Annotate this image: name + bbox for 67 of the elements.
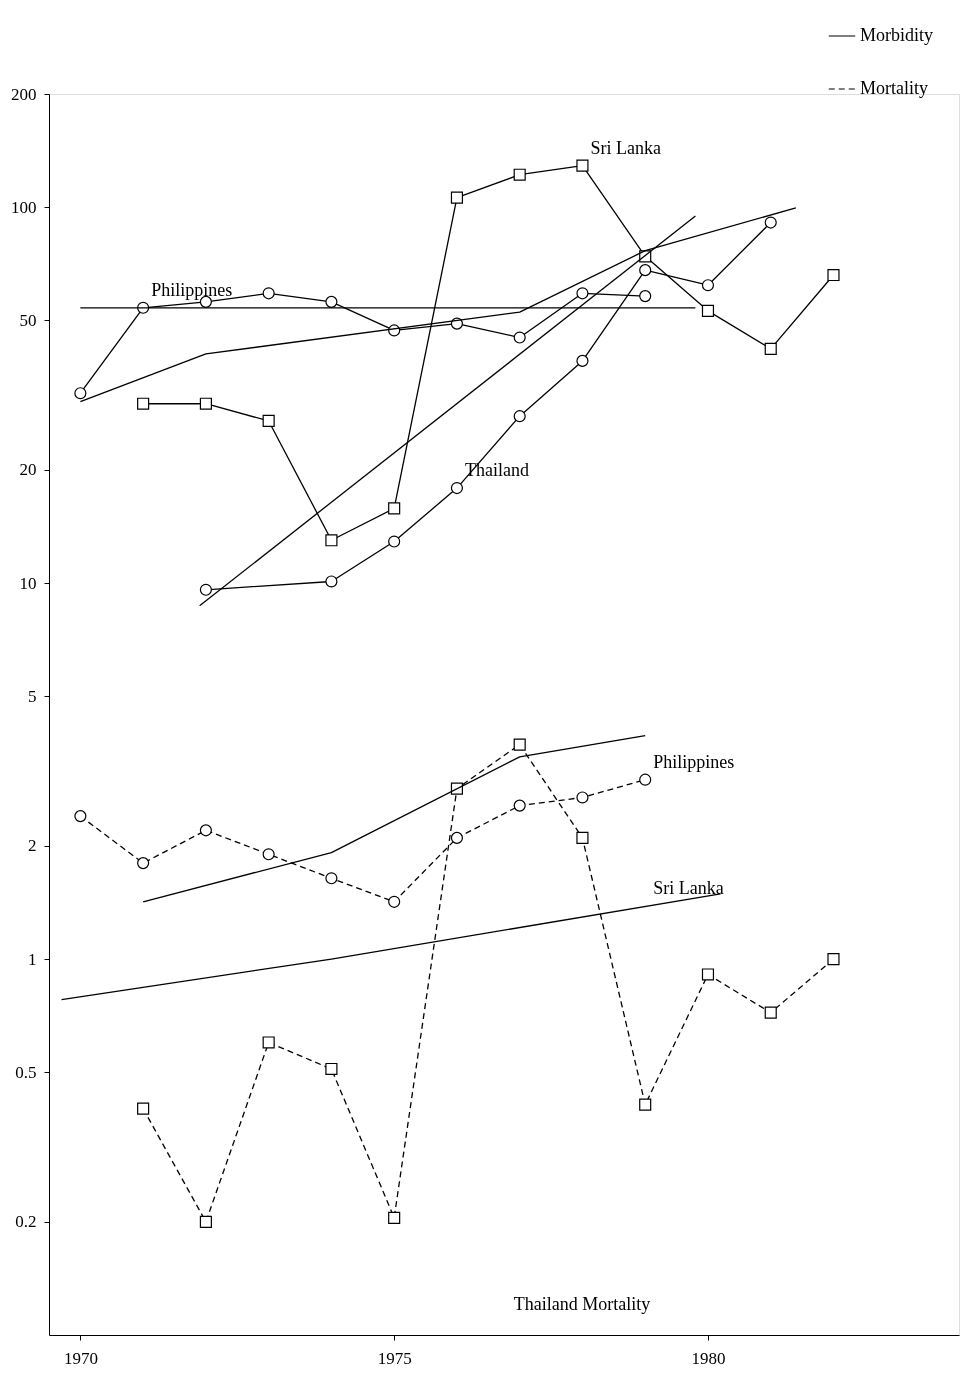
point xyxy=(137,397,150,410)
point xyxy=(701,968,715,981)
point xyxy=(262,414,275,428)
annotation: Philippines xyxy=(653,751,735,772)
annotation: Sri Lanka xyxy=(590,137,661,158)
point xyxy=(576,159,589,172)
point xyxy=(639,264,652,277)
y-tick-label: 200 xyxy=(11,84,37,104)
point xyxy=(325,295,338,308)
annotation: Philippines xyxy=(151,279,233,300)
y-tick-label: 0.2 xyxy=(15,1212,37,1232)
point xyxy=(827,952,840,966)
point xyxy=(764,1006,777,1019)
point xyxy=(325,575,338,588)
point xyxy=(325,534,338,547)
point xyxy=(764,216,777,229)
y-tick-label: 10 xyxy=(19,573,37,593)
y-tick-label: 1 xyxy=(28,949,37,969)
point xyxy=(513,738,526,751)
point xyxy=(764,342,777,355)
point xyxy=(74,387,87,400)
point xyxy=(325,872,338,885)
point xyxy=(576,791,589,804)
point xyxy=(74,810,87,823)
point xyxy=(388,895,401,908)
legend-label: Morbidity xyxy=(860,25,934,45)
annotation: Thailand Mortality xyxy=(513,1293,651,1314)
y-tick-label: 20 xyxy=(19,460,37,480)
point xyxy=(576,354,589,367)
y-tick-label: 100 xyxy=(11,197,37,217)
point xyxy=(137,857,150,870)
point xyxy=(199,397,212,410)
annotation: Sri Lanka xyxy=(653,878,724,899)
y-tick-label: 5 xyxy=(28,686,37,706)
y-tick-label: 0.5 xyxy=(15,1062,37,1082)
point xyxy=(262,1036,275,1049)
point xyxy=(199,583,212,596)
point xyxy=(576,831,589,844)
point xyxy=(262,287,275,300)
y-tick-label: 50 xyxy=(19,310,37,330)
point xyxy=(199,1215,212,1228)
point xyxy=(199,824,212,837)
point xyxy=(639,1098,652,1111)
legend-label: Mortality xyxy=(860,78,928,98)
point xyxy=(513,168,526,181)
point xyxy=(450,481,464,495)
y-tick-label: 2 xyxy=(28,836,37,856)
point xyxy=(701,304,715,317)
point xyxy=(388,535,401,548)
point xyxy=(325,1062,338,1076)
point xyxy=(388,502,401,515)
point xyxy=(450,831,464,844)
point xyxy=(450,191,464,204)
point xyxy=(262,848,275,861)
x-tick-label: 1975 xyxy=(377,1348,412,1368)
point xyxy=(576,287,589,300)
point xyxy=(388,1211,401,1224)
x-tick-label: 1980 xyxy=(691,1348,726,1368)
point xyxy=(513,331,526,344)
point xyxy=(827,268,840,282)
point xyxy=(137,1102,150,1115)
point xyxy=(639,290,652,303)
x-tick-label: 1970 xyxy=(63,1348,98,1368)
point xyxy=(513,410,526,423)
point xyxy=(513,799,526,812)
point xyxy=(639,773,652,786)
point xyxy=(701,279,715,292)
